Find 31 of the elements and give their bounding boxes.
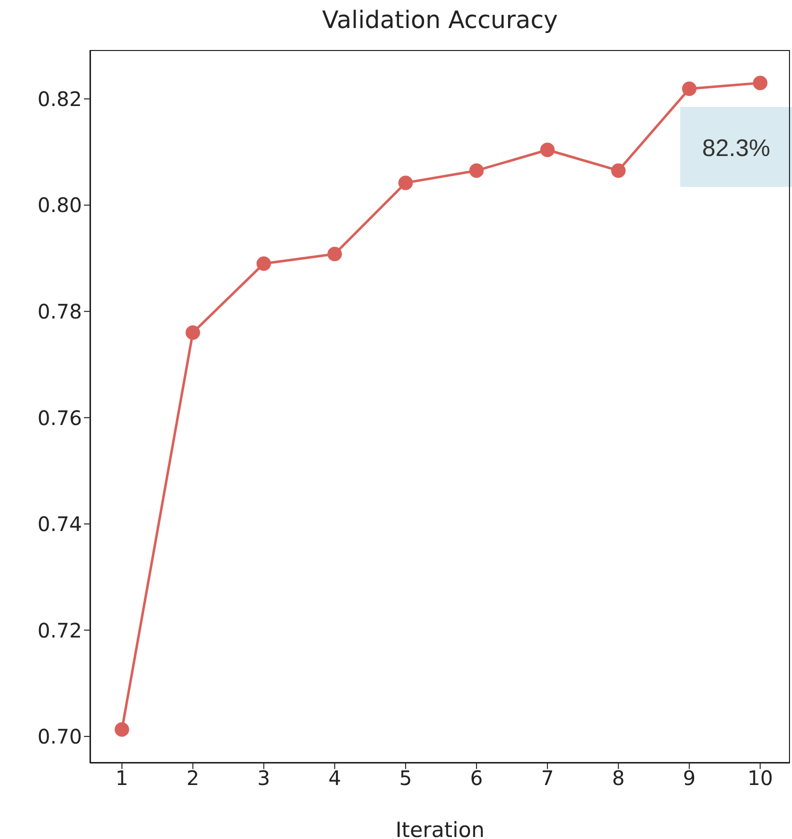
x-tick-label: 6 [470, 766, 483, 790]
chart-title: Validation Accuracy [321, 6, 559, 34]
point [327, 246, 342, 262]
point [752, 76, 768, 90]
y-tick-label: 0.80 [37, 193, 82, 218]
point [682, 82, 697, 96]
x-tick-label: 5 [399, 766, 412, 790]
y-tick-label: 0.78 [37, 300, 82, 324]
y-tick-label: 0.82 [37, 86, 82, 111]
x-tick-label: 8 [612, 766, 625, 790]
note-box: 82.3% [680, 106, 792, 187]
y-tick-label: 0.74 [37, 512, 82, 536]
x-tick-label: 3 [257, 766, 270, 790]
y-tick-label: 0.70 [37, 724, 82, 749]
y-tick-label: 0.72 [37, 618, 82, 642]
x-tick-label: 10 [747, 766, 773, 790]
x-axis-title: Iteration [395, 818, 485, 839]
point [114, 722, 130, 737]
point [398, 176, 413, 190]
x-tick-label: 7 [541, 766, 554, 790]
x-tick-label: 4 [328, 766, 342, 790]
x-tick-label: 2 [186, 766, 200, 790]
x-tick-label: 9 [682, 766, 696, 790]
point [540, 142, 555, 158]
annotation: 82.3% [702, 134, 770, 162]
point [611, 163, 626, 178]
point [469, 163, 484, 178]
y-tick-label: 0.76 [37, 406, 82, 430]
point [256, 256, 272, 271]
point [186, 325, 200, 340]
x-tick-label: 1 [116, 766, 128, 790]
